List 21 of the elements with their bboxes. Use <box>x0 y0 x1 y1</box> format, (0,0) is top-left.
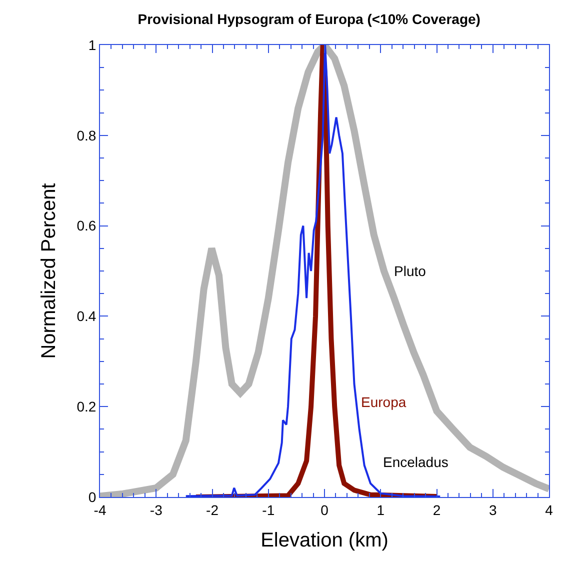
x-tick-label: 4 <box>545 502 554 518</box>
x-axis-title: Elevation (km) <box>260 529 388 552</box>
y-tick-label: 1 <box>88 36 96 53</box>
y-tick-label: 0.8 <box>76 127 96 144</box>
y-axis-title: Normalized Percent <box>38 182 60 359</box>
x-tick-label: 0 <box>320 502 329 518</box>
x-tick-label: -3 <box>150 502 163 518</box>
x-tick-label: -4 <box>94 502 106 518</box>
chart-title: Provisional Hypsogram of Europa (<10% Coverage) <box>138 11 480 28</box>
y-tick-label: 0 <box>88 488 96 505</box>
x-tick-label: 1 <box>376 502 385 518</box>
series-label: Pluto <box>394 263 426 279</box>
x-tick-label: 2 <box>432 502 441 518</box>
series-label: Europa <box>361 394 406 410</box>
y-tick-label: 0.4 <box>76 308 96 324</box>
x-tick-label: -2 <box>206 502 219 518</box>
x-tick-label: 3 <box>488 502 497 518</box>
x-tick-label: -1 <box>262 502 275 518</box>
y-tick-label: 0.2 <box>76 398 96 414</box>
series-label: Enceladus <box>383 454 448 470</box>
y-tick-label: 0.6 <box>76 218 96 234</box>
